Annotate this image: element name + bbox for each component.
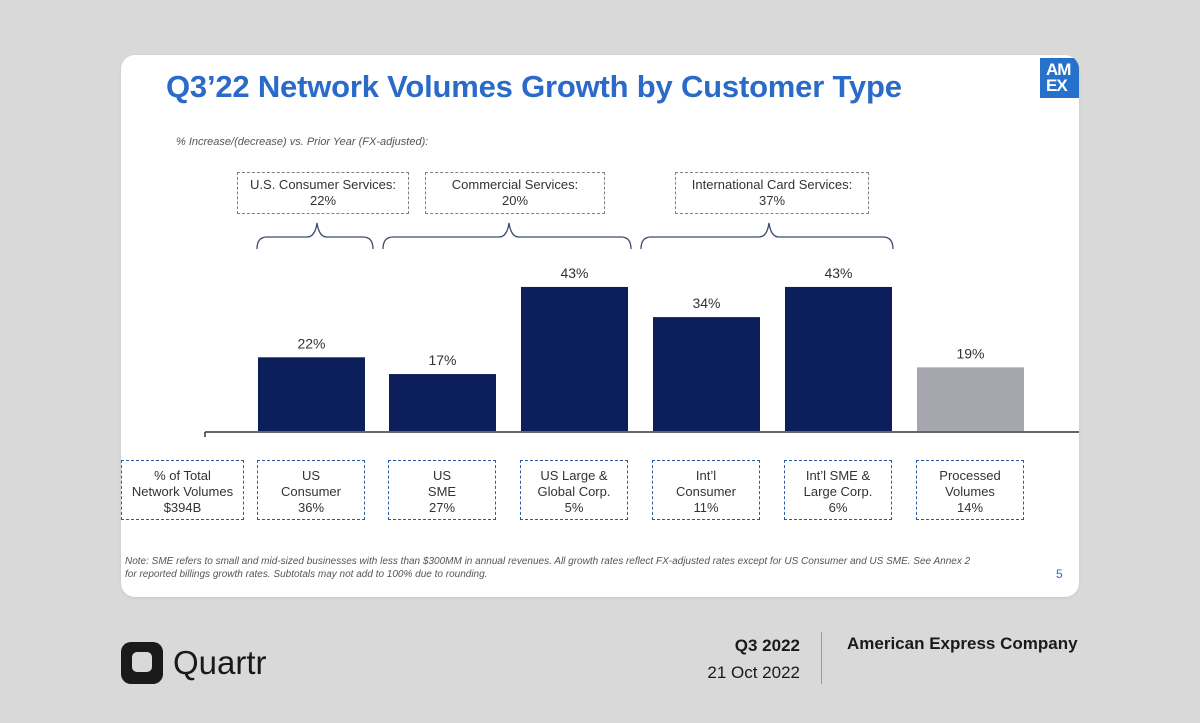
bar-4	[653, 317, 760, 431]
category-line1: US Large &	[540, 468, 608, 483]
footnote-line2: for reported billings growth rates. Subt…	[125, 569, 488, 580]
amex-logo: AM EX	[1040, 58, 1079, 98]
group-box-international: International Card Services: 37%	[675, 172, 869, 214]
bar-5	[785, 286, 892, 431]
slide: Q3’22 Network Volumes Growth by Customer…	[121, 55, 1079, 597]
bar-label-4: 34%	[692, 295, 720, 311]
bar-label-2: 17%	[428, 352, 456, 368]
brace-international	[640, 222, 894, 250]
group-name: U.S. Consumer Services:	[250, 177, 396, 192]
logo-line-1: AM	[1046, 60, 1071, 79]
category-line1: US	[301, 468, 321, 483]
share-header-line3: $394B	[163, 500, 202, 515]
category-line1: Int’l	[695, 468, 717, 483]
category-line2: Volumes	[945, 484, 995, 499]
bar-chart: 22% 17% 43% 34% 43% 19%	[204, 222, 1079, 437]
category-line2: Large Corp.	[803, 484, 873, 499]
category-share: 36%	[297, 500, 325, 515]
quartr-wordmark: Quartr	[173, 644, 267, 681]
category-line2: SME	[427, 484, 457, 499]
brace-commercial	[382, 222, 632, 250]
footer-quarter: Q3 2022	[734, 636, 800, 655]
quartr-logo: Quartr	[121, 640, 267, 686]
share-box-intl-sme: Int’l SME & Large Corp. 6%	[784, 460, 892, 520]
category-share: 6%	[828, 500, 848, 515]
group-name: Commercial Services:	[451, 177, 579, 192]
share-box-us-consumer: US Consumer 36%	[257, 460, 365, 520]
bar-2	[389, 374, 496, 431]
category-share: 27%	[428, 500, 456, 515]
category-line1: Int’l SME &	[805, 468, 871, 483]
group-name: International Card Services:	[691, 177, 853, 192]
quartr-mark-icon	[121, 642, 163, 684]
category-line2: Consumer	[281, 484, 341, 499]
category-line1: Processed	[939, 468, 1001, 483]
share-box-intl-consumer: Int’l Consumer 11%	[652, 460, 760, 520]
share-header-box: % of Total Network Volumes $394B	[121, 460, 244, 520]
category-share: 5%	[564, 500, 584, 515]
group-box-us-consumer: U.S. Consumer Services: 22%	[237, 172, 409, 214]
group-value: 22%	[309, 193, 337, 208]
category-line2: Global Corp.	[537, 484, 611, 499]
footer-date: 21 Oct 2022	[707, 663, 800, 682]
category-share: 11%	[693, 500, 719, 515]
share-header-line1: % of Total	[154, 468, 211, 483]
category-share: 14%	[956, 500, 984, 515]
bar-1	[258, 357, 365, 431]
footnote-line1: Note: SME refers to small and mid-sized …	[125, 556, 971, 567]
group-box-commercial: Commercial Services: 20%	[425, 172, 605, 214]
footnote: Note: SME refers to small and mid-sized …	[125, 555, 1025, 581]
bar-label-3: 43%	[560, 265, 588, 281]
footer-divider	[821, 632, 822, 684]
category-line2: Consumer	[676, 484, 736, 499]
bar-label-5: 43%	[824, 265, 852, 281]
bar-3	[521, 286, 628, 431]
share-box-us-large-corp: US Large & Global Corp. 5%	[520, 460, 628, 520]
share-box-processed: Processed Volumes 14%	[916, 460, 1024, 520]
bar-label-6: 19%	[956, 345, 984, 361]
page-number: 5	[1056, 567, 1063, 581]
bar-label-1: 22%	[297, 335, 325, 351]
slide-title: Q3’22 Network Volumes Growth by Customer…	[166, 69, 902, 104]
footer-period: Q3 2022 21 Oct 2022	[707, 632, 800, 686]
share-header-line2: Network Volumes	[131, 484, 234, 499]
logo-line-2: EX	[1046, 76, 1068, 95]
brace-us-consumer	[256, 222, 374, 250]
group-value: 20%	[501, 193, 529, 208]
bar-6	[917, 367, 1024, 431]
chart-subtitle: % Increase/(decrease) vs. Prior Year (FX…	[176, 136, 429, 148]
category-line1: US	[432, 468, 452, 483]
footer-company: American Express Company	[847, 634, 1078, 653]
group-value: 37%	[758, 193, 786, 208]
share-box-us-sme: US SME 27%	[388, 460, 496, 520]
